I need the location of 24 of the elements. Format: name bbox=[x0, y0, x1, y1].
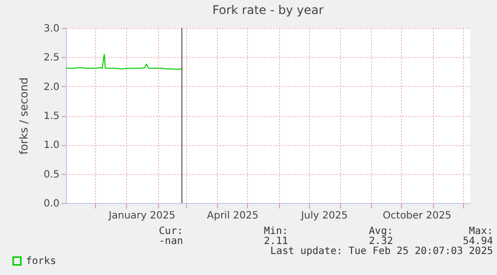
text: 2.32 bbox=[368, 236, 393, 247]
legend-label: forks bbox=[26, 256, 56, 267]
line-series bbox=[66, 54, 182, 70]
text: Cur: bbox=[158, 226, 183, 237]
y-tick-label: 2.0 bbox=[44, 82, 60, 93]
text: 2.11 bbox=[262, 236, 288, 247]
text: 54.94 bbox=[462, 236, 493, 247]
x-tick-label: July 2025 bbox=[300, 210, 348, 222]
text: Last update: Tue Feb 25 20:07:03 2025 bbox=[269, 246, 493, 257]
x-tick-label: January 2025 bbox=[108, 210, 176, 222]
x-tick-label: October 2025 bbox=[382, 210, 452, 222]
text: Min: bbox=[262, 226, 288, 237]
y-tick-label: 0.0 bbox=[44, 198, 60, 210]
text: Max: bbox=[468, 226, 493, 237]
text: -nan bbox=[158, 236, 183, 247]
chart-title: Fork rate - by year bbox=[212, 3, 324, 17]
y-tick-label: 1.5 bbox=[44, 111, 60, 122]
y-axis-title: forks / second bbox=[18, 77, 31, 155]
y-tick-label: 2.5 bbox=[44, 52, 60, 64]
y-tick-label: 3.0 bbox=[44, 24, 60, 34]
x-tick-label: April 2025 bbox=[206, 210, 258, 222]
y-tick-label: 0.5 bbox=[44, 169, 60, 180]
text: Avg: bbox=[368, 226, 393, 237]
y-tick-label: 1.0 bbox=[44, 140, 60, 152]
